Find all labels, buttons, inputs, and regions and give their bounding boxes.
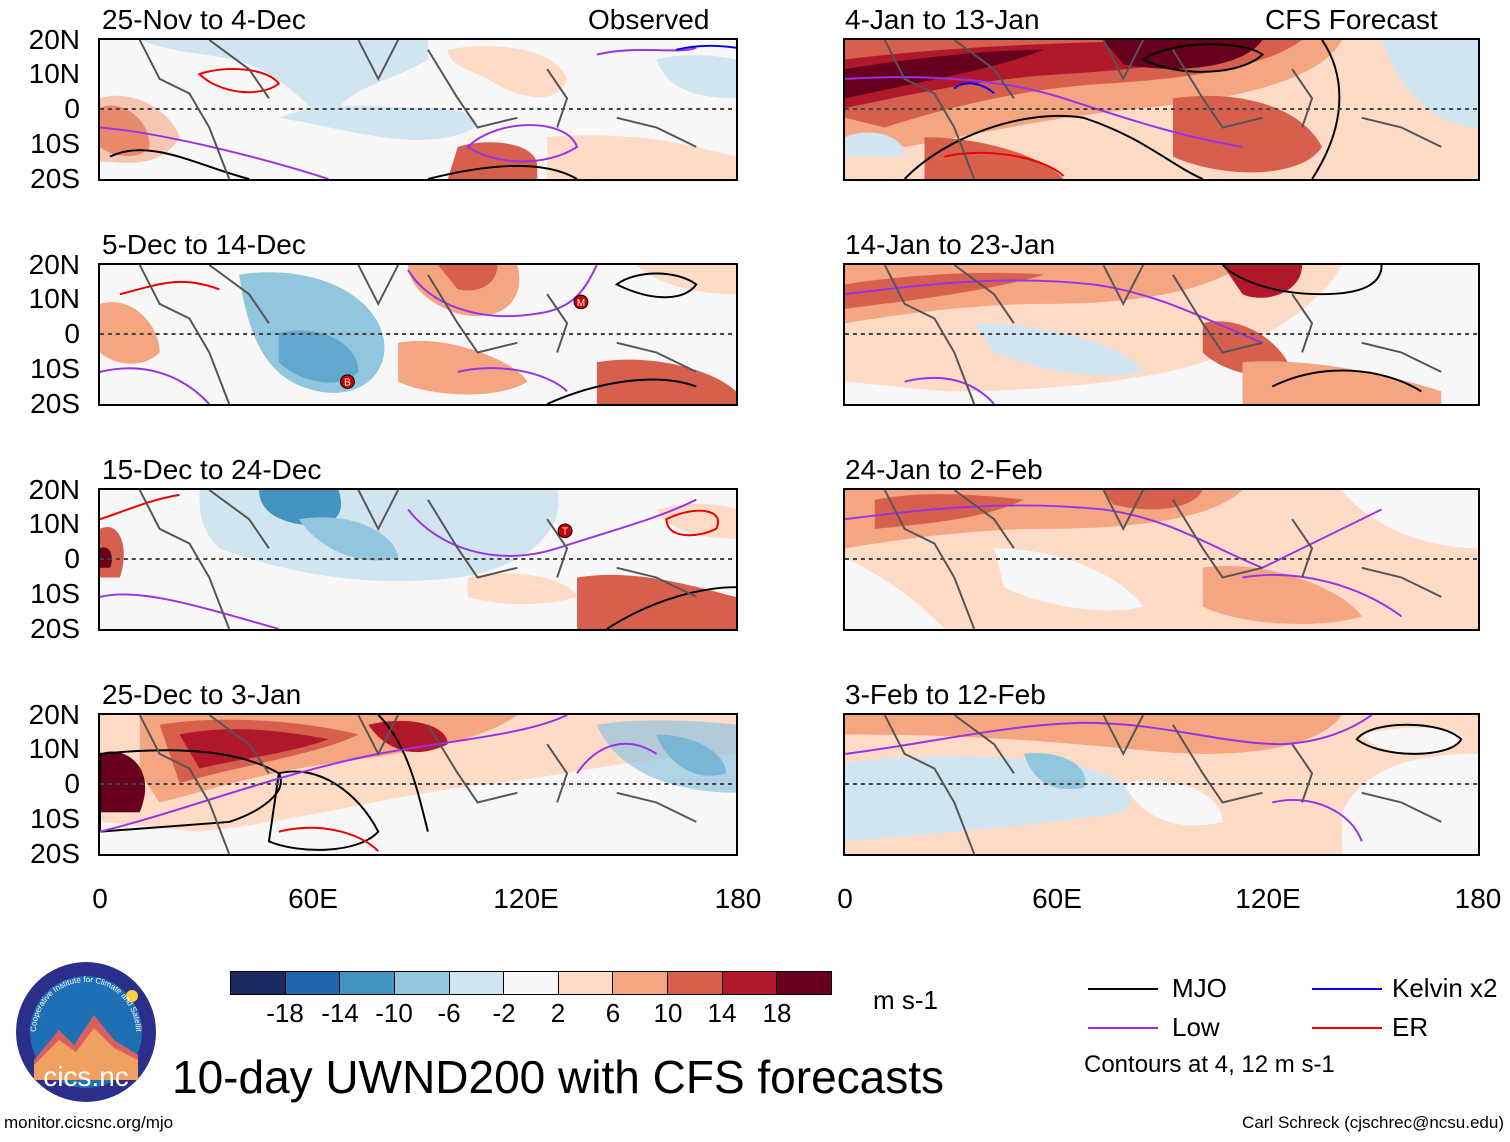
colorbar-swatch <box>777 972 832 994</box>
colorbar-tick: -18 <box>266 998 304 1028</box>
lon-label-left: 60E <box>288 883 338 914</box>
uwnd-field <box>845 490 1478 629</box>
legend-label-low: Low <box>1172 1012 1220 1042</box>
lat-label: 20N <box>28 24 80 55</box>
lat-label: 20N <box>28 699 80 730</box>
legend-label-mjo: MJO <box>1172 973 1227 1003</box>
colorbar-swatch <box>613 972 669 994</box>
colorbar <box>230 971 832 995</box>
colorbar-tick: -2 <box>492 998 516 1028</box>
lat-label: 10N <box>28 508 80 539</box>
lat-label: 10S <box>30 578 80 609</box>
lat-label: 10S <box>30 128 80 159</box>
legend-line-low <box>1088 1027 1158 1029</box>
colorbar-swatch <box>394 972 450 994</box>
uwnd-field: B M <box>100 265 736 404</box>
colorbar-units: m s-1 <box>873 985 938 1015</box>
lat-label: 20S <box>30 388 80 419</box>
colorbar-swatch <box>722 972 778 994</box>
legend-label-er: ER <box>1392 1012 1429 1042</box>
footer-url: monitor.cicsnc.org/mjo <box>4 1113 174 1132</box>
lat-label: 20N <box>28 249 80 280</box>
uwnd-field <box>100 715 736 854</box>
observed-label: Observed <box>588 4 710 35</box>
colorbar-tick: -14 <box>321 998 359 1028</box>
colorbar-tick: -6 <box>437 998 461 1028</box>
lat-label: 0 <box>64 318 80 349</box>
storm-marker-label: M <box>577 298 585 309</box>
uwnd-field: T <box>100 490 736 629</box>
lon-label-right: 60E <box>1032 883 1082 914</box>
legend-label-kelvin: Kelvin x2 <box>1392 973 1498 1003</box>
panel-title-fc-1: 4-Jan to 13-Jan <box>845 4 1040 35</box>
panel-title-obs-4: 25-Dec to 3-Jan <box>102 679 302 710</box>
panel-title-obs-3: 15-Dec to 24-Dec <box>102 454 322 485</box>
panel-title-obs-2: 5-Dec to 14-Dec <box>102 229 306 260</box>
uwnd-field <box>845 40 1478 179</box>
map-panel-obs-3: T <box>98 488 738 631</box>
lat-label: 0 <box>64 93 80 124</box>
uwnd-field <box>845 265 1478 404</box>
lon-label-right: 120E <box>1235 883 1301 914</box>
storm-marker-m: M <box>573 294 589 310</box>
lat-label: 0 <box>64 768 80 799</box>
panel-title-fc-4: 3-Feb to 12-Feb <box>845 679 1046 710</box>
colorbar-swatch <box>558 972 614 994</box>
lon-label-right: 0 <box>837 883 853 914</box>
lat-label: 10N <box>28 283 80 314</box>
storm-marker-b: B <box>339 374 355 389</box>
footer-credit: Carl Schreck (cjschrec@ncsu.edu) <box>1242 1113 1504 1132</box>
contour-note: Contours at 4, 12 m s-1 <box>1084 1051 1335 1078</box>
panel-title-obs-1: 25-Nov to 4-Dec <box>102 4 306 35</box>
storm-marker-t: T <box>557 523 573 539</box>
map-panel-fc-3 <box>843 488 1480 631</box>
colorbar-tick: 6 <box>605 998 621 1028</box>
colorbar-swatch <box>504 972 559 994</box>
lat-label: 20N <box>28 474 80 505</box>
legend-line-kelvin <box>1312 988 1382 990</box>
map-panel-obs-1 <box>98 38 738 181</box>
map-panel-obs-2: B M <box>98 263 738 406</box>
colorbar-swatch <box>285 972 341 994</box>
lat-label: 20S <box>30 613 80 644</box>
legend-line-er <box>1312 1027 1382 1029</box>
lat-label: 10S <box>30 803 80 834</box>
cics-logo-icon: Cooperative Institute for Climate and Sa… <box>12 953 156 1102</box>
colorbar-tick: -10 <box>375 998 413 1028</box>
panel-title-fc-3: 24-Jan to 2-Feb <box>845 454 1043 485</box>
lat-label: 10N <box>28 58 80 89</box>
colorbar-tick: 2 <box>550 998 566 1028</box>
cfs-forecast-label: CFS Forecast <box>1265 4 1438 35</box>
cics-logo: Cooperative Institute for Climate and Sa… <box>12 953 158 1104</box>
uwnd-field <box>100 40 736 179</box>
map-panel-fc-1 <box>843 38 1480 181</box>
colorbar-tick: 14 <box>707 998 737 1028</box>
map-panel-fc-2 <box>843 263 1480 406</box>
colorbar-swatch <box>449 972 505 994</box>
logo-text: cics.nc <box>43 1061 129 1092</box>
lon-label-right: 180 <box>1454 883 1502 914</box>
colorbar-swatch <box>340 972 395 994</box>
colorbar-swatch <box>668 972 723 994</box>
lon-label-left: 180 <box>714 883 762 914</box>
colorbar-tick: 10 <box>653 998 683 1028</box>
map-panel-obs-4 <box>98 713 738 856</box>
lat-label: 0 <box>64 543 80 574</box>
legend-line-mjo <box>1088 988 1158 990</box>
storm-marker-label: B <box>344 378 351 389</box>
lon-label-left: 120E <box>493 883 559 914</box>
colorbar-tick: 18 <box>762 998 792 1028</box>
uwnd-field <box>845 715 1478 854</box>
lat-label: 20S <box>30 163 80 194</box>
lat-label: 20S <box>30 838 80 869</box>
storm-marker-label: T <box>562 527 568 538</box>
lon-label-left: 0 <box>92 883 108 914</box>
map-panel-fc-4 <box>843 713 1480 856</box>
lat-label: 10N <box>28 733 80 764</box>
colorbar-swatch <box>231 972 286 994</box>
lat-label: 10S <box>30 353 80 384</box>
panel-title-fc-2: 14-Jan to 23-Jan <box>845 229 1056 260</box>
figure-title: 10-day UWND200 with CFS forecasts <box>172 1051 945 1103</box>
